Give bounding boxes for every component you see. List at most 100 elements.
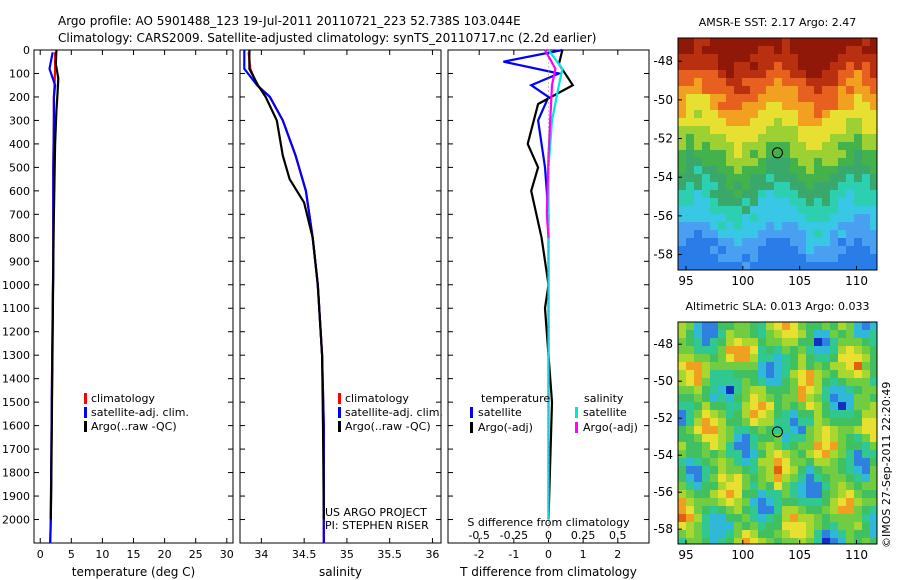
sla_map-cell [830, 394, 839, 403]
sla_map-cell [694, 378, 703, 387]
sst_map-cell [774, 182, 783, 191]
sla_map-cell [862, 338, 871, 347]
depth-tick-label: 1400 [2, 373, 30, 386]
sst_map-cell [854, 246, 863, 255]
sst_map-cell [782, 102, 791, 111]
sla_map-cell [870, 506, 878, 515]
sst_map-cell [838, 190, 847, 199]
sst_map-cell [790, 238, 799, 247]
sst_map-cell [742, 38, 751, 47]
temperature-legend-label: Argo(..raw -QC) [91, 420, 177, 433]
sla_map-cell [870, 346, 878, 355]
sla_map-cell [766, 434, 775, 443]
sla_map-ytick-label: -50 [653, 374, 673, 388]
sla_map-cell [774, 434, 783, 443]
sla_map-cell [742, 386, 751, 395]
sst_map-cell [870, 214, 878, 223]
sla_map-cell [814, 466, 823, 475]
sst_map-cell [862, 206, 871, 215]
sla_map-cell [774, 482, 783, 491]
sla_map-cell [798, 410, 807, 419]
sst_map-cell [766, 46, 775, 55]
sla_map-cell [766, 402, 775, 411]
sla_map-cell [862, 330, 871, 339]
sla_map-cell [822, 330, 831, 339]
sst_map-cell [766, 182, 775, 191]
sla_map-cell [742, 530, 751, 539]
sst_map-cell [870, 174, 878, 183]
sla_map-ytick-label: -48 [653, 337, 673, 351]
sst_map-cell [798, 126, 807, 135]
sst_map-cell [854, 206, 863, 215]
sst_map-cell [838, 182, 847, 191]
sst_map-cell [710, 214, 719, 223]
sst_map-cell [798, 102, 807, 111]
sla_map-cell [702, 338, 711, 347]
sst_map-cell [846, 222, 855, 231]
sst_map-cell [870, 222, 878, 231]
sla_map-cell [742, 442, 751, 451]
sst_map-cell [710, 94, 719, 103]
sst_map-cell [790, 38, 799, 47]
sst_map-cell [806, 206, 815, 215]
sla_map-cell [750, 338, 759, 347]
sst_map-cell [718, 182, 727, 191]
sla_map-cell [782, 458, 791, 467]
sst_map-cell [846, 214, 855, 223]
sla_map-cell [686, 458, 695, 467]
sla_map-cell [782, 322, 791, 331]
sla_map-cell [862, 490, 871, 499]
sla_map-cell [718, 474, 727, 483]
sla_map-cell [846, 362, 855, 371]
sst_map-cell [822, 102, 831, 111]
sla_map-cell [702, 370, 711, 379]
sst_map-cell [830, 222, 839, 231]
sla_map-cell [790, 354, 799, 363]
sla_map-cell [678, 322, 687, 331]
sla_map-cell [766, 498, 775, 507]
sst_map-cell [846, 110, 855, 119]
sst_map-cell [742, 150, 751, 159]
sst_map-cell [830, 78, 839, 87]
sla_map-cell [734, 346, 743, 355]
sst_map-cell [782, 46, 791, 55]
sla_map-cell [806, 394, 815, 403]
sst_map-cell [718, 94, 727, 103]
sst_map-cell [686, 246, 695, 255]
sla_map-cell [758, 426, 767, 435]
sla_map-cell [774, 354, 783, 363]
sla_map-cell [766, 370, 775, 379]
sla_map-cell [830, 322, 839, 331]
sst_map-cell [750, 262, 759, 271]
sst_map-cell [718, 46, 727, 55]
sst_map-cell [838, 38, 847, 47]
sla_map-cell [694, 410, 703, 419]
sst_map-cell [726, 166, 735, 175]
sst_map-cell [806, 254, 815, 263]
sla_map-cell [766, 378, 775, 387]
sst_map-cell [870, 134, 878, 143]
sst_map-cell [702, 86, 711, 95]
sla_map-cell [766, 418, 775, 427]
sst_map-cell [718, 54, 727, 63]
sla_map-cell [726, 410, 735, 419]
sst_map-cell [806, 222, 815, 231]
sst_map-cell [846, 238, 855, 247]
sst_map-cell [710, 134, 719, 143]
depth-tick-label: 1200 [2, 326, 30, 339]
sst_map-cell [862, 174, 871, 183]
sla_map-cell [686, 410, 695, 419]
sst_map-cell [710, 86, 719, 95]
sst_map-cell [822, 134, 831, 143]
sla_map-cell [742, 362, 751, 371]
sla_map-cell [686, 386, 695, 395]
sla_map-cell [686, 482, 695, 491]
sla_map-cell [702, 450, 711, 459]
sla_map-cell [854, 498, 863, 507]
sst_map-cell [830, 214, 839, 223]
sst_map-cell [854, 46, 863, 55]
sla_map-cell [790, 434, 799, 443]
sst_map-cell [798, 150, 807, 159]
sla_map-cell [822, 474, 831, 483]
salinity-xtick-label: 35.5 [377, 548, 402, 561]
